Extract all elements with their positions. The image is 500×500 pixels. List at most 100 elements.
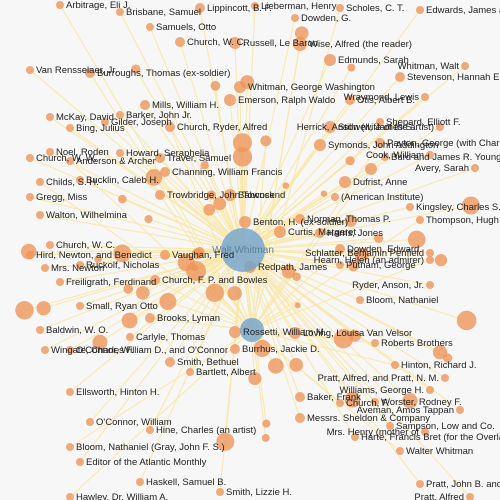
node[interactable] bbox=[136, 478, 144, 486]
node[interactable] bbox=[165, 357, 175, 367]
node[interactable] bbox=[36, 211, 44, 219]
node[interactable] bbox=[442, 353, 453, 363]
node[interactable] bbox=[66, 493, 74, 500]
node[interactable] bbox=[92, 334, 108, 350]
node[interactable] bbox=[155, 190, 165, 200]
node[interactable] bbox=[240, 75, 255, 89]
node[interactable] bbox=[331, 193, 339, 201]
node[interactable] bbox=[203, 203, 216, 216]
node[interactable] bbox=[356, 296, 364, 304]
node[interactable] bbox=[314, 139, 326, 151]
node[interactable] bbox=[333, 328, 354, 349]
node[interactable] bbox=[36, 326, 44, 334]
node[interactable] bbox=[15, 301, 34, 320]
node[interactable] bbox=[224, 189, 236, 201]
node[interactable] bbox=[66, 124, 74, 132]
node[interactable] bbox=[165, 122, 175, 132]
node[interactable] bbox=[347, 63, 356, 72]
node[interactable] bbox=[434, 253, 448, 267]
node[interactable] bbox=[210, 80, 221, 91]
node[interactable] bbox=[213, 197, 227, 211]
node[interactable] bbox=[230, 344, 240, 354]
node[interactable] bbox=[118, 194, 127, 204]
node[interactable] bbox=[386, 422, 394, 430]
node[interactable] bbox=[320, 190, 328, 197]
node[interactable] bbox=[186, 368, 194, 376]
node[interactable] bbox=[289, 327, 301, 339]
node[interactable] bbox=[85, 68, 95, 78]
node[interactable] bbox=[267, 358, 284, 374]
node[interactable] bbox=[324, 121, 336, 133]
node[interactable] bbox=[56, 278, 64, 286]
hub-node[interactable] bbox=[221, 228, 265, 272]
node[interactable] bbox=[224, 94, 236, 106]
node[interactable] bbox=[36, 301, 51, 316]
node[interactable] bbox=[116, 149, 124, 157]
node[interactable] bbox=[395, 72, 405, 82]
node[interactable] bbox=[26, 66, 34, 74]
node[interactable] bbox=[371, 339, 379, 347]
node[interactable] bbox=[146, 23, 154, 31]
node[interactable] bbox=[126, 333, 134, 341]
node[interactable] bbox=[406, 203, 414, 211]
node[interactable] bbox=[76, 302, 84, 310]
node[interactable] bbox=[26, 154, 34, 162]
node[interactable] bbox=[336, 261, 344, 269]
node[interactable] bbox=[466, 493, 474, 500]
node[interactable] bbox=[216, 488, 224, 496]
node[interactable] bbox=[159, 293, 177, 310]
node[interactable] bbox=[46, 148, 54, 156]
node[interactable] bbox=[324, 54, 336, 66]
node[interactable] bbox=[56, 1, 64, 9]
node[interactable] bbox=[293, 37, 307, 51]
node[interactable] bbox=[336, 4, 344, 12]
node[interactable] bbox=[260, 135, 272, 147]
node[interactable] bbox=[239, 216, 251, 228]
hub-node[interactable] bbox=[240, 318, 264, 342]
node[interactable] bbox=[376, 118, 384, 126]
node[interactable] bbox=[41, 264, 49, 272]
node[interactable] bbox=[36, 178, 44, 186]
node[interactable] bbox=[402, 393, 418, 409]
node[interactable] bbox=[344, 391, 361, 408]
node[interactable] bbox=[251, 2, 259, 10]
node[interactable] bbox=[66, 346, 74, 354]
node[interactable] bbox=[421, 93, 429, 101]
node[interactable] bbox=[436, 123, 444, 131]
node[interactable] bbox=[116, 111, 124, 119]
node[interactable] bbox=[76, 176, 84, 184]
node[interactable] bbox=[292, 272, 301, 282]
node[interactable] bbox=[344, 214, 357, 227]
node[interactable] bbox=[396, 447, 404, 455]
node[interactable] bbox=[441, 374, 449, 382]
node[interactable] bbox=[426, 281, 434, 289]
node[interactable] bbox=[295, 392, 305, 402]
node[interactable] bbox=[123, 284, 134, 294]
node[interactable] bbox=[144, 215, 153, 224]
node[interactable] bbox=[339, 176, 351, 188]
node[interactable] bbox=[371, 398, 379, 406]
node[interactable] bbox=[407, 230, 426, 249]
node[interactable] bbox=[295, 214, 305, 224]
node[interactable] bbox=[175, 37, 185, 47]
node[interactable] bbox=[381, 153, 389, 161]
node[interactable] bbox=[421, 428, 429, 436]
node[interactable] bbox=[66, 157, 74, 165]
node[interactable] bbox=[86, 418, 94, 426]
node[interactable] bbox=[94, 255, 102, 263]
node[interactable] bbox=[46, 113, 54, 121]
node[interactable] bbox=[160, 167, 170, 177]
node[interactable] bbox=[349, 329, 361, 342]
node[interactable] bbox=[351, 433, 359, 441]
node[interactable] bbox=[76, 261, 84, 269]
node[interactable] bbox=[289, 358, 304, 372]
node[interactable] bbox=[177, 254, 195, 272]
node[interactable] bbox=[373, 233, 384, 243]
node[interactable] bbox=[145, 169, 163, 186]
node[interactable] bbox=[461, 196, 480, 215]
node[interactable] bbox=[456, 406, 464, 414]
node[interactable] bbox=[66, 388, 74, 396]
node[interactable] bbox=[232, 147, 253, 167]
node[interactable] bbox=[121, 312, 138, 329]
node[interactable] bbox=[140, 100, 150, 110]
